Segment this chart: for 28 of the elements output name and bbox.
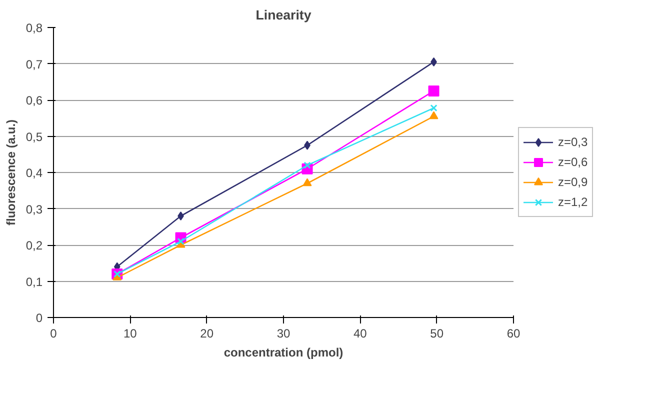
x-tick-label: 30 [276, 326, 290, 340]
x-tick-label: 40 [353, 326, 368, 340]
point [429, 111, 438, 120]
y-tick-label: 0,3 [26, 202, 43, 216]
y-tick-label: 0,6 [26, 94, 43, 108]
point [302, 178, 312, 186]
y-tick-label: 0,2 [26, 238, 43, 252]
y-tick-label: 0,7 [26, 57, 43, 72]
y-axis-title: fluorescence (a.u.) [4, 119, 18, 226]
y-tick-label: 0,5 [26, 130, 43, 144]
x-tick-label: 50 [430, 326, 444, 340]
point [428, 85, 440, 96]
y-tick-label: 0,4 [26, 166, 43, 180]
x-tick-label: 20 [200, 326, 214, 340]
legend-label: z=0,6 [558, 155, 588, 169]
y-tick-label: 0,1 [26, 274, 43, 289]
legend-label: z=0,3 [558, 135, 588, 149]
x-tick-label: 0 [50, 326, 58, 340]
x-tick-label: 10 [123, 326, 138, 340]
legend-label: z=0,9 [558, 175, 588, 189]
y-tick-label: 0,8 [26, 21, 43, 35]
y-tick-label: 0 [36, 311, 43, 325]
chart-title: Linearity [256, 8, 312, 22]
point [430, 104, 438, 112]
x-axis-title: concentration (pmol) [224, 346, 344, 360]
point [178, 212, 184, 220]
x-tick-label: 60 [506, 326, 520, 340]
legend-label: z=1,2 [558, 195, 588, 209]
